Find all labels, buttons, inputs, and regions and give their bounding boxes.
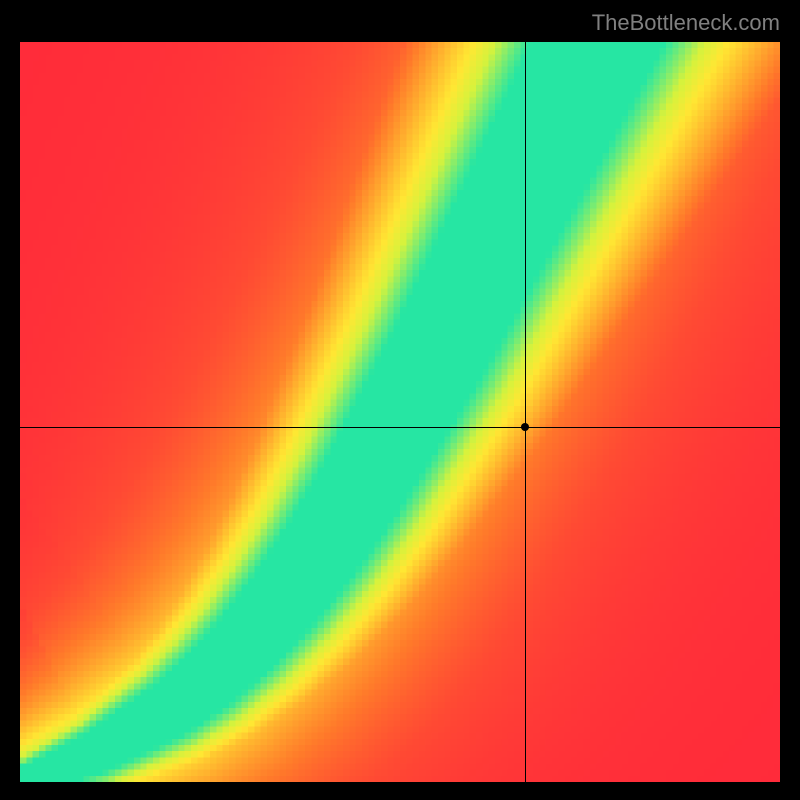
crosshair-horizontal	[20, 427, 780, 428]
heatmap-canvas	[20, 42, 780, 782]
watermark-text: TheBottleneck.com	[592, 10, 780, 36]
marker-dot	[521, 423, 529, 431]
bottleneck-heatmap	[20, 42, 780, 782]
crosshair-vertical	[525, 42, 526, 782]
